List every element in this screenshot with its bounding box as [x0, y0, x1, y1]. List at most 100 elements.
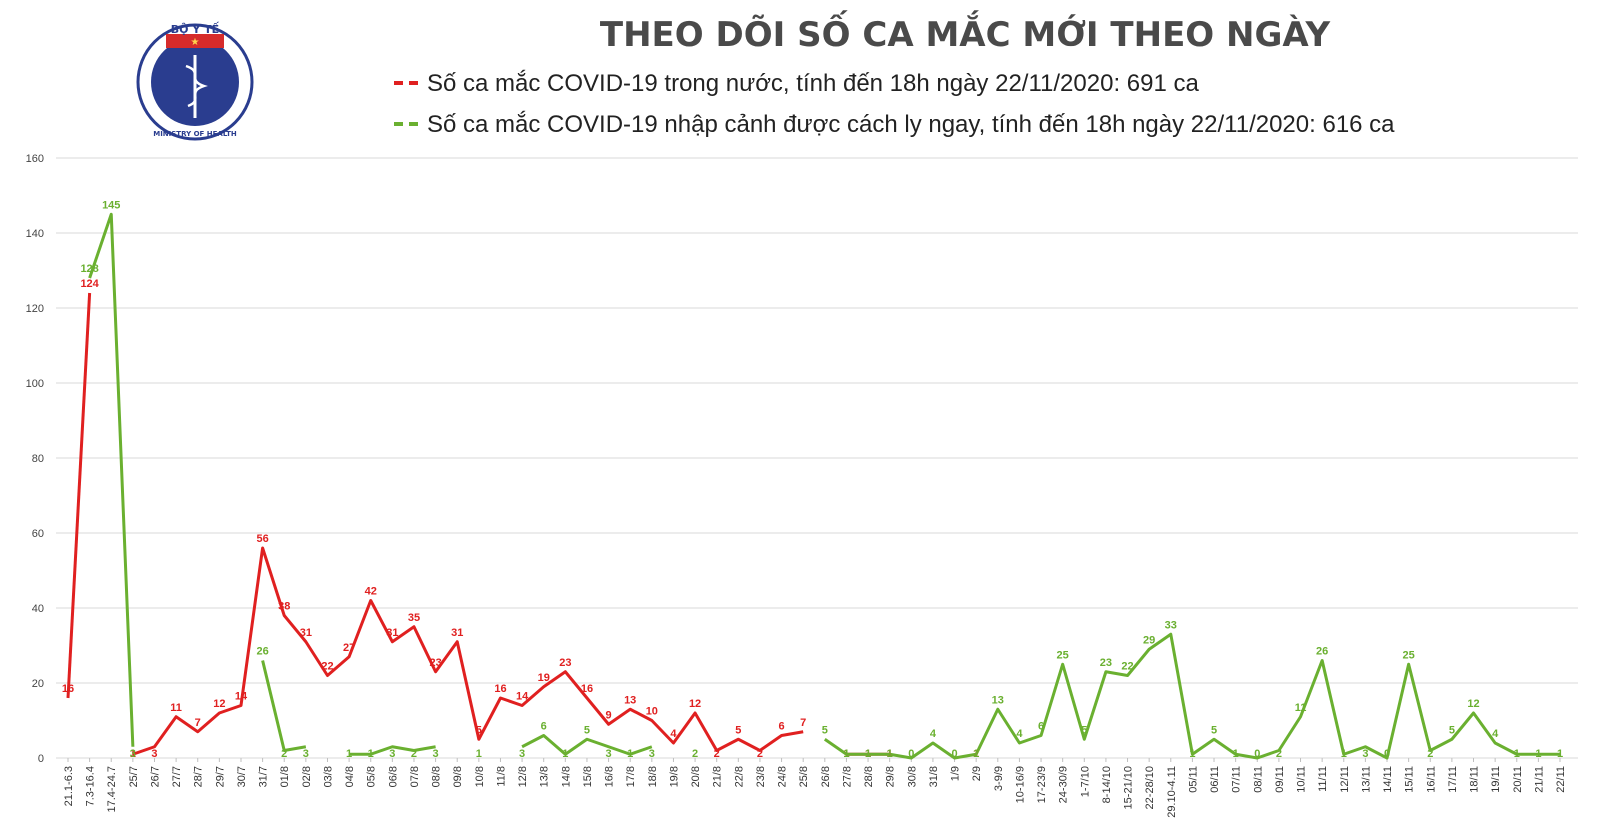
- x-axis: 21.1-6.3 7.3-16.4 17.4-24.7 25/7 26/7 27/7 28/…: [63, 758, 1567, 818]
- x-tick-label: 19/11: [1490, 766, 1502, 793]
- y-tick-label: 80: [32, 453, 44, 465]
- series-0-data-label: 9: [606, 709, 612, 721]
- series-1-data-label: 1: [1514, 748, 1520, 760]
- series-1-data-label: 1: [843, 748, 849, 760]
- series-0-data-label: 2: [757, 748, 763, 760]
- x-tick-label: 02/8: [301, 766, 313, 787]
- series-1-data-label: 25: [1403, 649, 1415, 661]
- y-tick-label: 0: [38, 753, 44, 765]
- x-tick-label: 13/11: [1360, 766, 1372, 793]
- series-1-data-label: 26: [256, 646, 268, 658]
- series-0-data-label: 16: [494, 683, 506, 695]
- series-0-data-label: 7: [195, 717, 201, 729]
- x-tick-label: 10-16/9: [1014, 766, 1026, 803]
- x-tick-label: 16/8: [604, 766, 616, 787]
- x-tick-label: 11/11: [1317, 766, 1329, 792]
- x-tick-label: 27/8: [841, 766, 853, 787]
- x-tick-label: 05/11: [1187, 766, 1199, 793]
- x-tick-label: 16/11: [1425, 766, 1437, 793]
- x-tick-label: 22/8: [733, 766, 745, 787]
- series-1-data-label: 0: [1254, 748, 1260, 760]
- series-0-data-label: 27: [343, 642, 355, 654]
- series-0-data-label: 14: [516, 691, 529, 703]
- x-tick-label: 25/8: [798, 766, 810, 787]
- series-1-data-label: 3: [433, 748, 439, 760]
- series-1-data-label: 1: [1535, 748, 1541, 760]
- series-0-data-label: 56: [256, 533, 268, 545]
- x-tick-label: 09/11: [1274, 766, 1286, 793]
- x-tick-label: 10/8: [474, 766, 486, 787]
- x-tick-label: 31/7: [258, 766, 270, 787]
- x-tick-label: 15/11: [1404, 766, 1416, 793]
- grid: [56, 157, 1578, 759]
- series-0-data-label: 31: [386, 627, 398, 639]
- series-1-data-label: 12: [1467, 698, 1479, 710]
- series-1-data-label: 2: [692, 748, 698, 760]
- legend-text-imported: Số ca mắc COVID-19 nhập cảnh được cách l…: [427, 111, 1395, 138]
- x-tick-label: 3-9/9: [993, 766, 1005, 791]
- x-tick-label: 14/8: [560, 766, 572, 787]
- series-0-data-label: 23: [429, 657, 441, 669]
- series-0-data-label: 11: [170, 702, 182, 714]
- x-tick-label: 11/8: [495, 766, 507, 787]
- x-tick-label: 01/8: [279, 766, 291, 787]
- x-tick-label: 06/11: [1209, 766, 1221, 793]
- y-tick-label: 20: [32, 678, 44, 690]
- x-tick-label: 25/7: [128, 766, 140, 787]
- series-1-data-label: 13: [992, 694, 1004, 706]
- series-0-data-label: 22: [321, 661, 333, 673]
- series-0-data-label: 4: [670, 728, 677, 740]
- series-lines: [66, 212, 1560, 760]
- x-tick-label: 21.1-6.3: [63, 766, 75, 806]
- chart-title: THEO DÕI SỐ CA MẮC MỚI THEO NGÀY: [600, 10, 1331, 55]
- series-0-data-label: 38: [278, 601, 290, 613]
- series-1-data-label: 1: [973, 748, 979, 760]
- x-tick-label: 24/8: [777, 766, 789, 787]
- series-1-data-label: 4: [930, 728, 937, 740]
- x-tick-label: 29/8: [885, 766, 897, 787]
- x-tick-label: 2/9: [971, 766, 983, 781]
- series-0-data-label: 1: [843, 748, 849, 760]
- series-0-data-label: 7: [800, 717, 806, 729]
- x-tick-label: 22-28/10: [1144, 766, 1156, 809]
- x-tick-label: 7.3-16.4: [85, 766, 97, 806]
- series-1-line-segment: [88, 212, 135, 747]
- series-1-data-label: 6: [1038, 721, 1044, 733]
- y-axis: 0 20 40 60 80 100 120 140 160: [26, 153, 44, 765]
- x-tick-label: 31/8: [928, 766, 940, 787]
- series-1-line-segment: [521, 734, 653, 756]
- series-1-data-label: 1: [1557, 748, 1563, 760]
- x-tick-label: 12/8: [517, 766, 529, 787]
- series-1-data-label: 1: [1341, 748, 1347, 760]
- x-tick-label: 24-30/9: [1058, 766, 1070, 803]
- series-1-data-label: 0: [1384, 748, 1390, 760]
- series-1-data-label: 2: [411, 748, 417, 760]
- series-1-data-label: 5: [1449, 724, 1455, 736]
- x-tick-label: 28/7: [193, 766, 205, 787]
- flag-icon: [166, 34, 224, 48]
- series-1-data-label: 1: [346, 748, 352, 760]
- series-0-data-label: 31: [451, 627, 463, 639]
- x-tick-label: 17/8: [625, 766, 637, 787]
- series-0-data-label: 1: [973, 748, 979, 760]
- series-0-data-label: 10: [646, 706, 658, 718]
- series-1-data-label: 2: [281, 748, 287, 760]
- series-1-data-label: 3: [130, 748, 136, 760]
- series-0-data-label: 42: [365, 586, 377, 598]
- y-tick-label: 140: [26, 228, 44, 240]
- x-tick-label: 13/8: [539, 766, 551, 787]
- series-1-data-label: 1: [562, 748, 568, 760]
- series-0-data-label: 19: [538, 672, 550, 684]
- series-1-data-label: 2: [1427, 748, 1433, 760]
- series-1-line-segment: [349, 745, 436, 756]
- series-1-data-label: 0: [951, 748, 957, 760]
- series-0-data-label: 5: [735, 724, 741, 736]
- x-tick-label: 29.10-4.11: [1166, 766, 1178, 818]
- series-1-data-label: 4: [1016, 728, 1023, 740]
- x-tick-label: 21/11: [1533, 766, 1545, 793]
- x-tick-label: 04/8: [344, 766, 356, 787]
- x-tick-label: 17.4-24.7: [106, 766, 118, 812]
- series-1-data-label: 25: [1057, 649, 1069, 661]
- series-1-data-label: 1: [368, 748, 374, 760]
- series-1-data-label: 5: [822, 724, 828, 736]
